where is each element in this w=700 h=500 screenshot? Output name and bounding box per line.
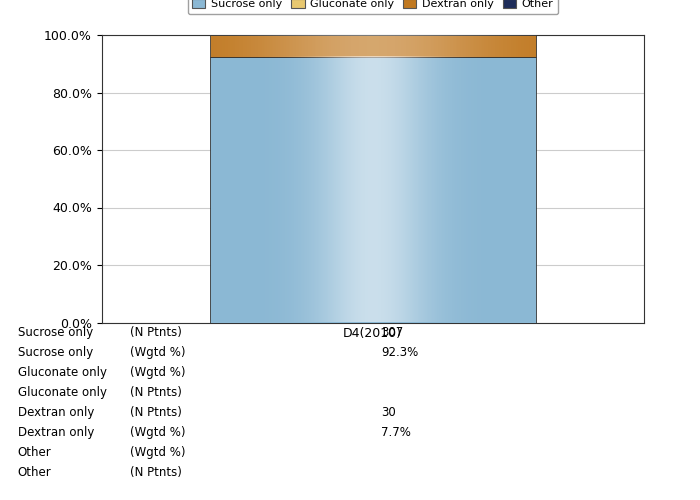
Text: 30: 30 (382, 406, 396, 419)
Text: (Wgtd %): (Wgtd %) (130, 446, 185, 459)
Text: (N Ptnts): (N Ptnts) (130, 466, 181, 479)
Text: (Wgtd %): (Wgtd %) (130, 346, 185, 359)
Text: Dextran only: Dextran only (18, 406, 94, 419)
Text: Gluconate only: Gluconate only (18, 386, 106, 399)
Text: 307: 307 (382, 326, 404, 339)
Text: Sucrose only: Sucrose only (18, 346, 92, 359)
Text: Other: Other (18, 446, 51, 459)
Bar (210, 57, 536, 322)
Text: (Wgtd %): (Wgtd %) (130, 366, 185, 379)
Text: (Wgtd %): (Wgtd %) (130, 426, 185, 439)
Text: Other: Other (18, 466, 51, 479)
Text: 7.7%: 7.7% (382, 426, 412, 439)
Legend: Sucrose only, Gluconate only, Dextran only, Other: Sucrose only, Gluconate only, Dextran on… (188, 0, 558, 14)
Text: 92.3%: 92.3% (382, 346, 419, 359)
Text: (N Ptnts): (N Ptnts) (130, 406, 181, 419)
Text: Dextran only: Dextran only (18, 426, 94, 439)
Text: Gluconate only: Gluconate only (18, 366, 106, 379)
Bar (210, 35, 536, 57)
Text: (N Ptnts): (N Ptnts) (130, 326, 181, 339)
Text: Sucrose only: Sucrose only (18, 326, 92, 339)
Text: (N Ptnts): (N Ptnts) (130, 386, 181, 399)
